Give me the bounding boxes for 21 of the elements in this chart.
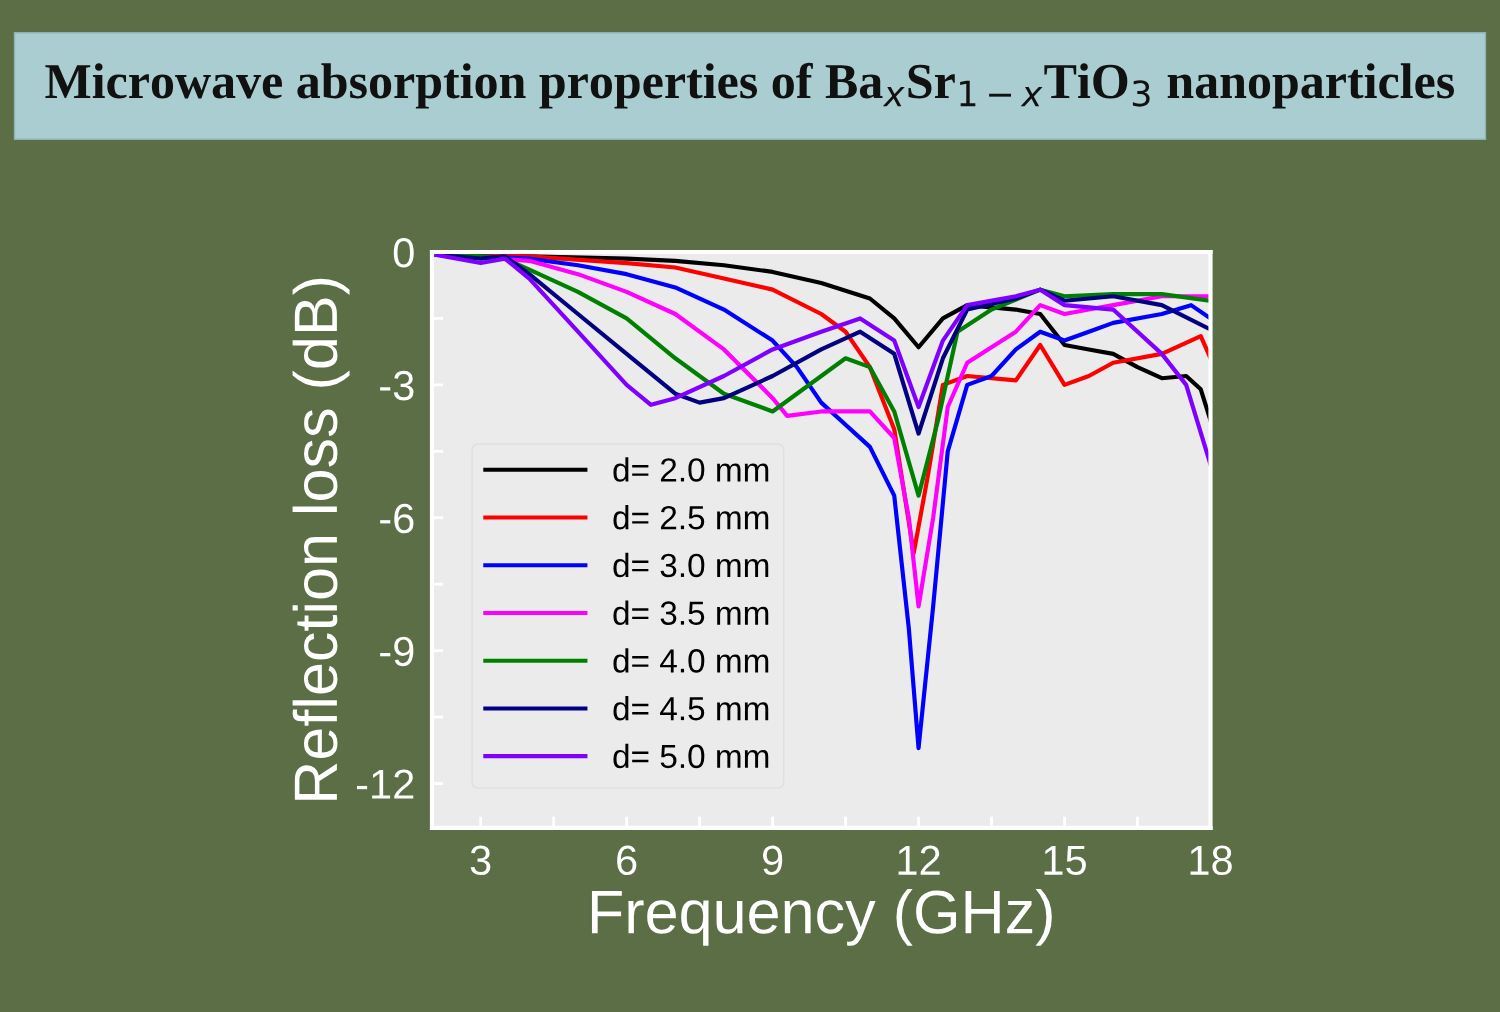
legend-label: d= 2.5 mm xyxy=(613,505,769,530)
x-tick-label: 18 xyxy=(1190,845,1232,876)
y-tick-label: 0 xyxy=(393,237,414,268)
x-tick-label: 15 xyxy=(1044,846,1086,876)
legend-label: d= 2.0 mm xyxy=(613,457,769,482)
legend-label: d= 5.0 mm xyxy=(613,743,769,769)
legend-label: d= 3.5 mm xyxy=(613,600,769,625)
y-tick-label: -6 xyxy=(380,503,414,534)
x-tick-label: 3 xyxy=(470,845,491,876)
y-tick-label: -12 xyxy=(356,769,414,799)
legend-label: d= 4.0 mm xyxy=(613,648,769,673)
y-axis-title: Reflection loss (dB) xyxy=(292,278,350,800)
x-tick-label: 6 xyxy=(617,845,637,876)
x-tick-label: 9 xyxy=(762,845,783,876)
chart-title: Microwave absorption properties of Ba$_{x}$Sr$_{1−x}$TiO$_{3}$ nanoparticles xyxy=(45,62,1455,109)
y-tick-label: -9 xyxy=(380,636,414,667)
legend-label: d= 3.0 mm xyxy=(613,552,769,578)
y-tick-label: -3 xyxy=(380,370,414,401)
legend-label: d= 4.5 mm xyxy=(613,695,769,721)
x-axis-title: Frequency (GHz) xyxy=(591,888,1052,946)
x-tick-label: 12 xyxy=(898,845,940,875)
